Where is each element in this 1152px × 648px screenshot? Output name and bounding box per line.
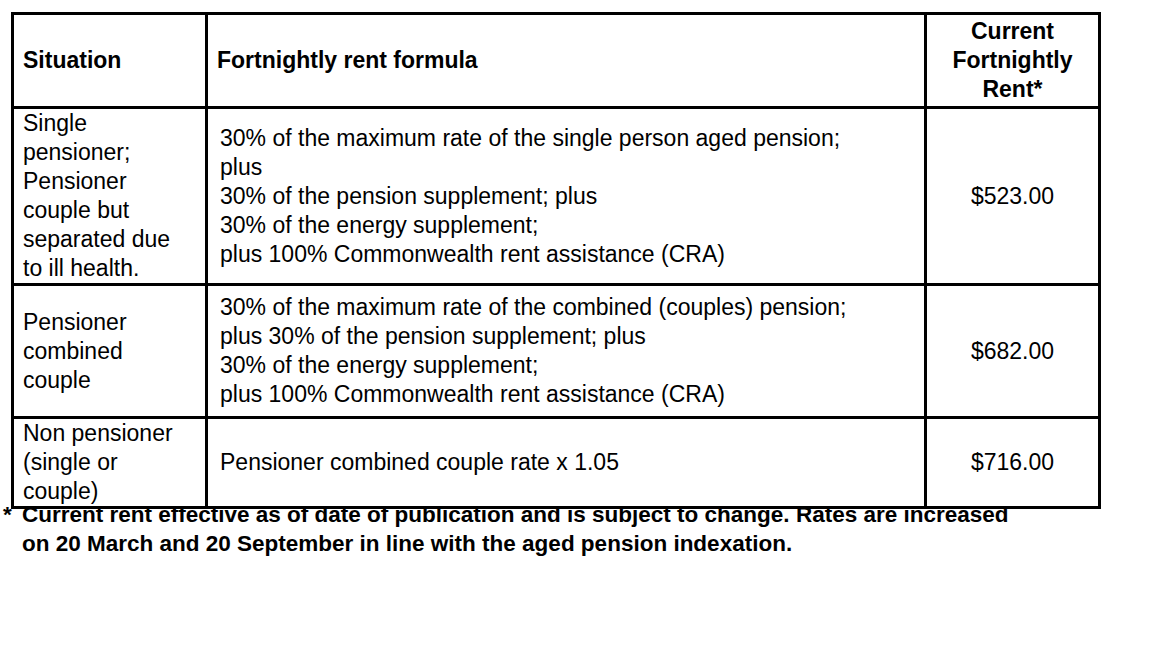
footnote-marker: * <box>3 500 22 529</box>
cell-formula: 30% of the maximum rate of the single pe… <box>207 108 926 285</box>
document-page: Situation Fortnightly rent formula Curre… <box>0 0 1152 648</box>
cell-situation: Non pensioner (single or couple) <box>13 418 207 508</box>
header-formula: Fortnightly rent formula <box>207 14 926 108</box>
cell-situation: Pensioner combined couple <box>13 285 207 418</box>
rent-table: Situation Fortnightly rent formula Curre… <box>11 12 1101 509</box>
table-row: Single pensioner; Pensioner couple but s… <box>13 108 1100 285</box>
table-row: Non pensioner (single or couple) Pension… <box>13 418 1100 508</box>
cell-formula: 30% of the maximum rate of the combined … <box>207 285 926 418</box>
header-current-fortnightly-rent: Current Fortnightly Rent* <box>926 14 1100 108</box>
cell-formula: Pensioner combined couple rate x 1.05 <box>207 418 926 508</box>
footnote: * Current rent effective as of date of p… <box>3 500 1148 558</box>
header-situation: Situation <box>13 14 207 108</box>
cell-rent: $523.00 <box>926 108 1100 285</box>
table-header-row: Situation Fortnightly rent formula Curre… <box>13 14 1100 108</box>
table-row: Pensioner combined couple 30% of the max… <box>13 285 1100 418</box>
cell-rent: $716.00 <box>926 418 1100 508</box>
cell-situation: Single pensioner; Pensioner couple but s… <box>13 108 207 285</box>
footnote-text: Current rent effective as of date of pub… <box>22 500 1009 558</box>
cell-rent: $682.00 <box>926 285 1100 418</box>
